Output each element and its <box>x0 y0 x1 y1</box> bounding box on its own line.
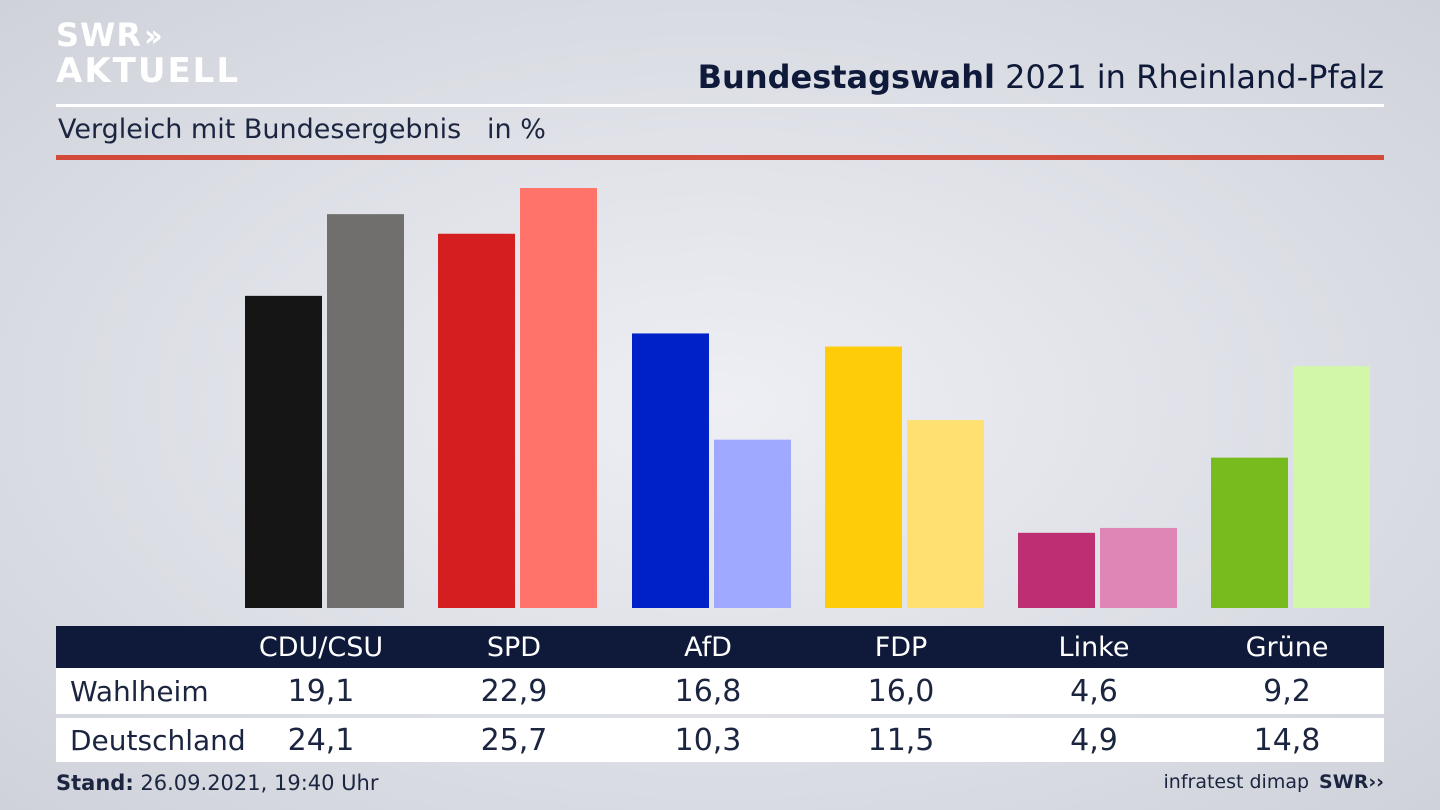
bar-spd-wahlheim <box>438 233 515 608</box>
footer-swr-text: SWR <box>1319 771 1369 793</box>
header-fdp: FDP <box>874 631 928 663</box>
chevron-right-icon: ›› <box>1368 771 1384 793</box>
table-cell: 4,6 <box>1070 673 1118 709</box>
bar-fdp-wahlheim <box>825 346 902 608</box>
table-cell: 24,1 <box>287 722 355 758</box>
results-table: CDU/CSU SPD AfD FDP Linke Grüne Wahlheim… <box>56 626 1384 762</box>
table-cell: 9,2 <box>1263 673 1311 709</box>
timestamp: Stand: 26.09.2021, 19:40 Uhr <box>56 771 379 795</box>
table-cell: 4,9 <box>1070 722 1118 758</box>
bar-afd-wahlheim <box>632 333 709 608</box>
table-cell: 10,3 <box>674 722 742 758</box>
table-cell: 22,9 <box>480 673 548 709</box>
table-row: Deutschland 24,1 25,7 10,3 11,5 4,9 14,8 <box>56 718 1384 762</box>
table-cell: 16,8 <box>674 673 742 709</box>
table-row: Wahlheim 19,1 22,9 16,8 16,0 4,6 9,2 <box>56 668 1384 714</box>
stand-label: Stand: <box>56 771 134 795</box>
header-linke: Linke <box>1058 631 1130 663</box>
swr-aktuell-logo: SWR›› AKTUELL <box>56 18 240 88</box>
chart-subtitle: Vergleich mit Bundesergebnis in % <box>58 114 546 145</box>
logo-text-swr: SWR <box>56 16 142 54</box>
bar-spd-deutschland <box>520 188 597 608</box>
header-gruene: Grüne <box>1245 631 1329 663</box>
title-divider <box>56 104 1384 107</box>
header-spd: SPD <box>486 631 542 663</box>
header-afd: AfD <box>684 631 732 663</box>
accent-divider <box>56 155 1384 160</box>
header-cdu: CDU/CSU <box>258 631 384 663</box>
title-bold: Bundestagswahl <box>697 58 995 96</box>
row-label-deutschland: Deutschland <box>70 723 246 757</box>
bar-gr-ne-wahlheim <box>1211 457 1288 608</box>
table-cell: 25,7 <box>480 722 548 758</box>
stand-value: 26.09.2021, 19:40 Uhr <box>133 771 379 795</box>
source-text: infratest dimap <box>1163 771 1310 793</box>
table-cell: 11,5 <box>867 722 935 758</box>
table-cell: 19,1 <box>287 673 355 709</box>
bar-linke-deutschland <box>1100 527 1177 608</box>
table-header-row: CDU/CSU SPD AfD FDP Linke Grüne <box>56 626 1384 668</box>
title-rest: 2021 in Rheinland-Pfalz <box>995 58 1384 96</box>
page-title: Bundestagswahl 2021 in Rheinland-Pfalz <box>698 58 1384 96</box>
footer-swr-logo: SWR›› <box>1319 771 1384 793</box>
source-credit: infratest dimap SWR›› <box>1164 771 1385 793</box>
bar-cdu-csu-wahlheim <box>245 295 322 608</box>
bar-chart <box>245 188 1370 608</box>
table-cell: 16,0 <box>867 673 935 709</box>
bar-afd-deutschland <box>714 439 791 608</box>
row-label-wahlheim: Wahlheim <box>70 674 209 708</box>
bar-linke-wahlheim <box>1018 532 1095 608</box>
bar-fdp-deutschland <box>907 420 984 608</box>
bar-cdu-csu-deutschland <box>327 214 404 608</box>
bar-gr-ne-deutschland <box>1293 366 1370 608</box>
logo-text-aktuell: AKTUELL <box>56 51 241 91</box>
table-cell: 14,8 <box>1253 722 1321 758</box>
